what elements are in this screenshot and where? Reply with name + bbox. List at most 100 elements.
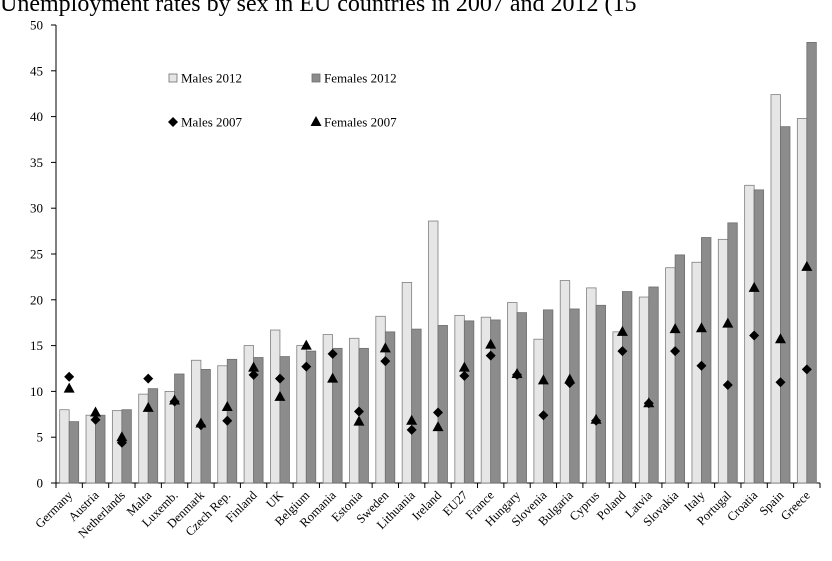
marker-males-2007 [696,360,707,371]
marker-females-2007 [116,431,128,442]
marker-males-2007 [433,407,443,418]
chart-title: Unemployment rates by sex in EU countrie… [0,0,637,17]
bar-females-2012 [358,347,369,484]
bar-females-2012 [701,237,712,484]
bar-females-2012 [174,373,185,484]
bar-males-2012 [428,220,439,484]
y-tick-label: 5 [37,430,44,445]
bar-females-2012 [305,350,317,484]
legend-marker [310,116,322,126]
marker-females-2007 [511,367,523,378]
marker-females-2007 [379,342,391,353]
y-tick-label: 25 [30,247,43,262]
marker-males-2007 [274,373,285,384]
marker-females-2007 [327,372,339,383]
bar-males-2012 [586,287,597,484]
x-category-label: Poland [594,488,629,523]
y-tick-label: 30 [30,201,43,216]
marker-females-2007 [616,325,628,336]
marker-males-2007 [64,371,75,382]
bar-males-2012 [270,329,281,484]
marker-females-2007 [695,322,707,333]
bar-females-2012 [490,319,501,484]
bar-males-2012 [111,410,123,484]
marker-females-2007 [195,417,207,428]
bar-males-2012 [59,409,70,484]
bar-males-2012 [375,315,386,484]
marker-males-2007 [380,356,391,367]
marker-females-2007 [300,339,312,350]
marker-males-2007 [538,410,549,421]
bar-females-2012 [674,254,686,484]
legend-swatch [168,73,178,83]
bar-females-2012 [780,126,791,484]
bar-males-2012 [770,94,781,484]
bar-females-2012 [542,309,554,484]
bar-females-2012 [463,320,475,484]
legend-swatch [311,73,321,83]
marker-males-2007 [90,414,101,425]
marker-females-2007 [432,421,444,432]
legend-label: Males 2012 [181,71,242,86]
y-tick-label: 20 [30,292,43,307]
bar-females-2012 [569,308,580,484]
y-tick-label: 40 [30,109,43,124]
marker-males-2007 [301,361,312,372]
marker-males-2007 [801,364,812,375]
marker-females-2007 [458,361,470,372]
marker-females-2007 [537,374,549,385]
marker-males-2007 [459,370,470,381]
y-tick-label: 45 [30,63,43,78]
marker-females-2007 [406,414,418,425]
marker-females-2007 [801,260,813,271]
marker-females-2007 [774,333,786,344]
legend-label: Females 2007 [324,115,397,130]
marker-males-2007 [749,330,760,341]
marker-females-2007 [274,390,286,401]
bar-males-2012 [638,296,650,484]
marker-males-2007 [485,350,496,361]
marker-males-2007 [775,377,786,388]
marker-females-2007 [748,281,760,292]
x-category-label: Cyprus [567,488,603,524]
marker-females-2007 [590,413,602,424]
x-category-label: Croatia [724,488,760,524]
bar-females-2012 [95,414,106,484]
bar-females-2012 [121,409,132,484]
marker-females-2007 [169,394,181,405]
marker-females-2007 [142,401,154,412]
bar-females-2012 [727,222,738,484]
marker-females-2007 [643,397,655,408]
legend-label: Males 2007 [181,115,243,130]
y-tick-label: 35 [30,155,43,170]
marker-males-2007 [722,379,733,390]
bar-males-2012 [533,338,544,484]
bar-females-2012 [147,388,159,484]
bar-females-2012 [648,286,659,484]
bar-males-2012 [507,302,518,484]
bar-males-2012 [85,414,96,484]
x-category-label: Ireland [409,488,444,523]
bar-males-2012 [454,314,465,484]
marker-females-2007 [221,400,233,411]
marker-females-2007 [248,361,260,372]
bar-males-2012 [691,261,702,484]
bar-females-2012 [595,304,606,484]
bar-females-2012 [332,347,343,484]
marker-males-2007 [670,346,681,357]
y-tick-label: 15 [30,338,43,353]
y-tick-label: 50 [30,18,43,33]
marker-males-2007 [617,346,628,357]
bar-females-2012 [384,331,396,484]
legend-label: Females 2012 [324,71,397,86]
marker-females-2007 [90,406,102,417]
marker-females-2007 [564,373,576,384]
bar-males-2012 [796,118,808,484]
y-tick-label: 10 [30,384,43,399]
bar-males-2012 [217,365,228,484]
legend-marker [168,117,178,127]
bar-females-2012 [253,357,264,484]
marker-females-2007 [669,323,681,334]
bar-males-2012 [665,267,676,484]
